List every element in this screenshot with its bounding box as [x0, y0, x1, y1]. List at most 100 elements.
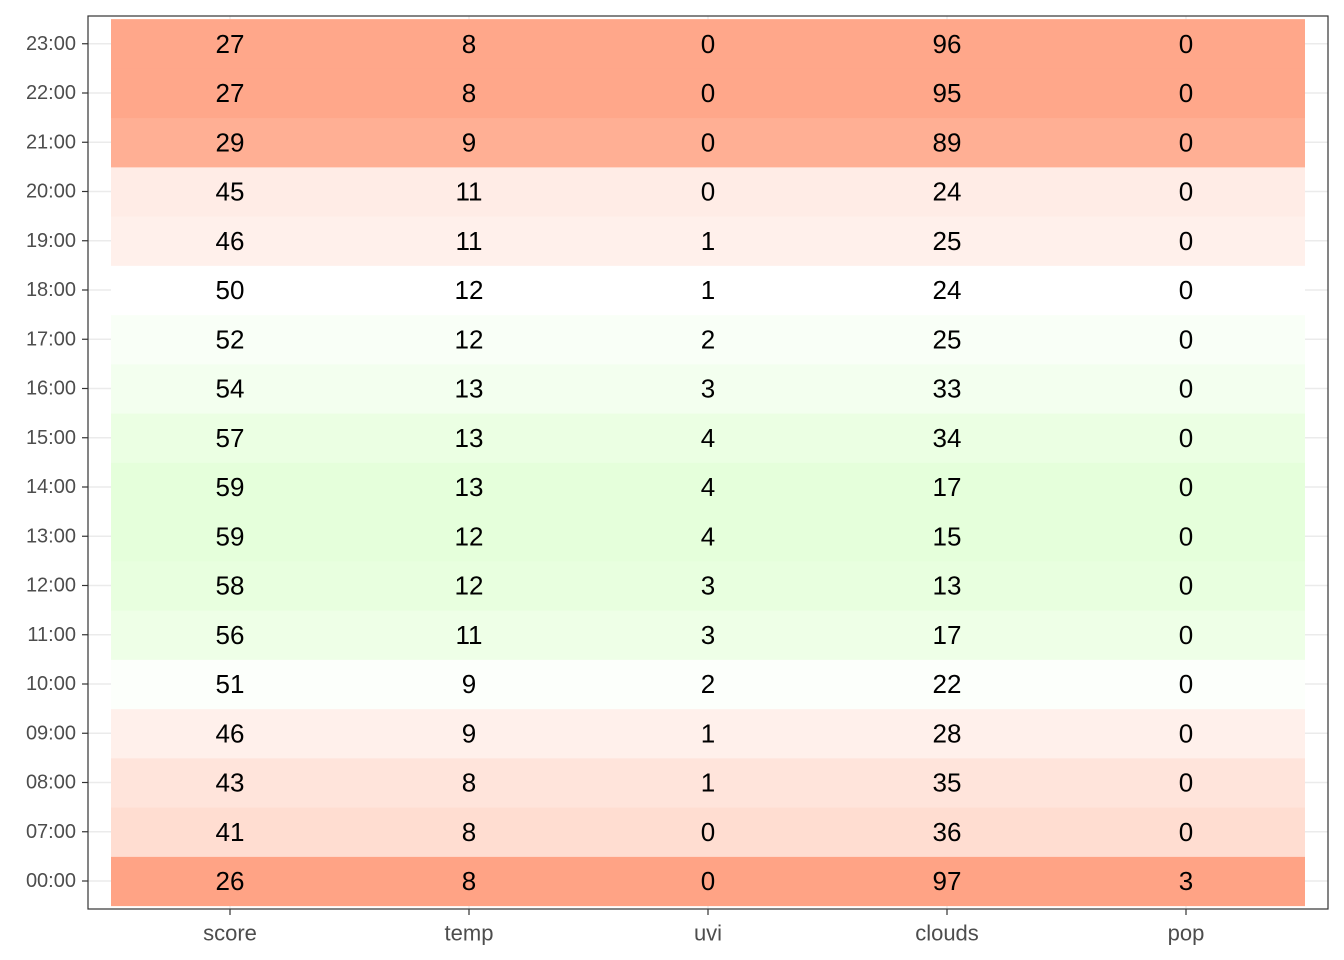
cell-label-pop: 0 — [1179, 226, 1193, 256]
cell-label-clouds: 17 — [933, 472, 962, 502]
cell-label-score: 46 — [216, 226, 245, 256]
heatmap-cells — [111, 19, 1305, 907]
cell-label-temp: 9 — [462, 669, 476, 699]
heatmap-row-0700 — [111, 807, 1305, 857]
cell-label-pop: 0 — [1179, 718, 1193, 748]
cell-labels: 26 8 0 97 341 8 0 36 043 8 1 35 046 9 1 28 051 9 2 22 056 11 3… — [216, 29, 1194, 896]
heatmap-row-1500 — [111, 413, 1305, 463]
cell-label-pop: 0 — [1179, 768, 1193, 798]
heatmap-row-1200 — [111, 560, 1305, 611]
cell-label-temp: 8 — [462, 866, 476, 896]
cell-label-pop: 0 — [1179, 374, 1193, 404]
cell-label-pop: 0 — [1179, 127, 1193, 157]
cell-label-temp: 8 — [462, 78, 476, 108]
heatmap-row-2000 — [111, 166, 1305, 217]
cell-label-clouds: 33 — [933, 374, 962, 404]
y-tick-label: 10:00 — [26, 673, 76, 695]
cell-label-uvi: 2 — [701, 669, 715, 699]
heatmap-row-1800 — [111, 265, 1305, 316]
y-tick-label: 16:00 — [26, 378, 76, 400]
cell-label-temp: 13 — [455, 423, 484, 453]
cell-label-score: 43 — [216, 768, 245, 798]
cell-label-clouds: 35 — [933, 768, 962, 798]
cell-label-uvi: 4 — [701, 472, 715, 502]
cell-label-score: 58 — [216, 571, 245, 601]
y-tick-label: 14:00 — [26, 476, 76, 498]
x-axis: score temp uvi clouds pop — [203, 909, 1204, 946]
y-tick-label: 11:00 — [27, 624, 76, 646]
cell-label-uvi: 3 — [701, 620, 715, 650]
cell-label-score: 59 — [216, 521, 245, 551]
cell-label-score: 46 — [216, 718, 245, 748]
y-tick-label: 23:00 — [26, 33, 76, 55]
y-tick-label: 00:00 — [26, 870, 76, 892]
cell-label-temp: 8 — [462, 817, 476, 847]
heatmap-row-0000 — [111, 856, 1305, 907]
cell-label-clouds: 22 — [933, 669, 962, 699]
y-tick-label: 19:00 — [26, 230, 76, 252]
cell-label-uvi: 3 — [701, 571, 715, 601]
cell-label-score: 50 — [216, 275, 245, 305]
x-tick-label-score: score — [203, 921, 257, 946]
cell-label-temp: 13 — [455, 374, 484, 404]
heatmap-row-2200 — [111, 68, 1305, 119]
y-tick-label: 18:00 — [26, 279, 76, 301]
cell-label-score: 52 — [216, 324, 245, 354]
cell-label-score: 27 — [216, 78, 245, 108]
cell-label-temp: 12 — [455, 324, 484, 354]
cell-label-uvi: 1 — [701, 718, 715, 748]
cell-label-uvi: 0 — [701, 127, 715, 157]
cell-label-pop: 0 — [1179, 472, 1193, 502]
cell-label-score: 45 — [216, 177, 245, 207]
cell-label-uvi: 4 — [701, 521, 715, 551]
cell-label-clouds: 96 — [933, 29, 962, 59]
cell-label-temp: 12 — [455, 571, 484, 601]
heatmap-row-1700 — [111, 314, 1305, 365]
heatmap-row-1400 — [111, 462, 1305, 513]
cell-label-temp: 12 — [455, 521, 484, 551]
y-tick-label: 12:00 — [26, 575, 76, 597]
cell-label-temp: 11 — [456, 620, 483, 650]
heatmap-row-1100 — [111, 610, 1305, 660]
cell-label-uvi: 1 — [701, 226, 715, 256]
cell-label-pop: 0 — [1179, 423, 1193, 453]
heatmap-row-0900 — [111, 708, 1305, 759]
cell-label-clouds: 28 — [933, 718, 962, 748]
y-tick-label: 21:00 — [26, 131, 76, 153]
y-tick-label: 20:00 — [26, 181, 76, 203]
cell-label-clouds: 25 — [933, 324, 962, 354]
heatmap-row-1000 — [111, 659, 1305, 710]
cell-label-clouds: 13 — [933, 571, 962, 601]
y-tick-label: 08:00 — [26, 772, 76, 794]
x-tick-label-pop: pop — [1168, 921, 1205, 946]
cell-label-temp: 13 — [455, 472, 484, 502]
cell-label-pop: 0 — [1179, 669, 1193, 699]
cell-label-uvi: 3 — [701, 374, 715, 404]
cell-label-clouds: 95 — [933, 78, 962, 108]
cell-label-score: 54 — [216, 374, 245, 404]
cell-label-clouds: 25 — [933, 226, 962, 256]
cell-label-temp: 8 — [462, 768, 476, 798]
y-tick-label: 09:00 — [26, 722, 76, 744]
heatmap-row-2300 — [111, 19, 1305, 69]
cell-label-score: 56 — [216, 620, 245, 650]
cell-label-pop: 0 — [1179, 324, 1193, 354]
cell-label-temp: 9 — [462, 127, 476, 157]
cell-label-pop: 0 — [1179, 817, 1193, 847]
heatmap-row-1600 — [111, 363, 1305, 414]
cell-label-pop: 0 — [1179, 29, 1193, 59]
cell-label-score: 59 — [216, 472, 245, 502]
heatmap-row-1300 — [111, 511, 1305, 562]
cell-label-pop: 0 — [1179, 620, 1193, 650]
y-tick-label: 17:00 — [26, 328, 76, 350]
cell-label-clouds: 97 — [933, 866, 962, 896]
heatmap-row-1900 — [111, 216, 1305, 266]
cell-label-pop: 0 — [1179, 177, 1193, 207]
cell-label-uvi: 0 — [701, 817, 715, 847]
y-tick-label: 13:00 — [26, 525, 76, 547]
cell-label-clouds: 24 — [933, 275, 962, 305]
cell-label-temp: 8 — [462, 29, 476, 59]
cell-label-temp: 11 — [456, 177, 483, 207]
cell-label-uvi: 2 — [701, 324, 715, 354]
cell-label-clouds: 24 — [933, 177, 962, 207]
